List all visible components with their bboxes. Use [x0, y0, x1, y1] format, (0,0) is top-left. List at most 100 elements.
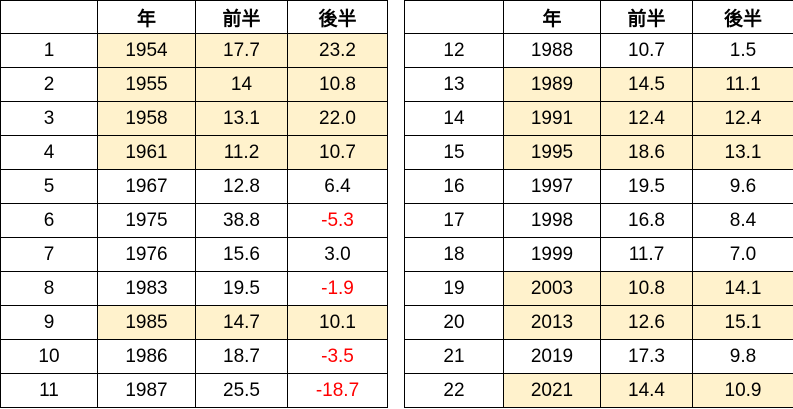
value-cell: 12.6: [600, 305, 693, 340]
value-cell: 19.5: [195, 271, 288, 306]
index-cell: 20: [404, 305, 504, 340]
table-row: 6 1975 38.8 -5.3: [0, 203, 388, 238]
value-cell: 11.7: [600, 237, 693, 272]
value-cell: 14.7: [195, 305, 288, 340]
table-row: 4 1961 11.2 10.7: [0, 135, 388, 170]
value-cell: 1988: [503, 33, 601, 68]
table-row: 12 1988 10.7 1.5: [404, 33, 793, 68]
header-cell: [0, 0, 98, 34]
value-cell: 16.8: [600, 203, 693, 238]
value-cell: 14: [195, 67, 288, 102]
index-cell: 8: [0, 271, 98, 306]
value-cell: 1967: [97, 169, 196, 204]
table-row: 13 1989 14.5 11.1: [404, 67, 793, 102]
index-cell: 13: [404, 67, 504, 102]
value-cell: 1989: [503, 67, 601, 102]
table-row: 9 1985 14.7 10.1: [0, 305, 388, 340]
table-row: 7 1976 15.6 3.0: [0, 237, 388, 272]
value-cell: -18.7: [287, 373, 388, 408]
table-row: 15 1995 18.6 13.1: [404, 135, 793, 170]
value-cell: -5.3: [287, 203, 388, 238]
table-row: 3 1958 13.1 22.0: [0, 101, 388, 136]
table-row: 16 1997 19.5 9.6: [404, 169, 793, 204]
value-cell: 14.1: [692, 271, 793, 306]
index-cell: 9: [0, 305, 98, 340]
table-row: 10 1986 18.7 -3.5: [0, 339, 388, 374]
value-cell: 14.5: [600, 67, 693, 102]
table-row: 19 2003 10.8 14.1: [404, 271, 793, 306]
value-cell: 1983: [97, 271, 196, 306]
index-cell: 10: [0, 339, 98, 374]
header-cell: 前半: [600, 0, 693, 34]
data-table: 年前半 後半 12 1988 10.7 1.5 13 1989 14.5 11.1 14 1991 12…: [404, 0, 793, 408]
index-cell: 2: [0, 67, 98, 102]
value-cell: 1976: [97, 237, 196, 272]
value-cell: 3.0: [287, 237, 388, 272]
data-table: 年前半 後半 1 1954 17.7 23.2 2 1955 14 10.8 3 1958 13.1 22…: [0, 0, 388, 408]
value-cell: 12.4: [600, 101, 693, 136]
table-row: 18 1999 11.7 7.0: [404, 237, 793, 272]
value-cell: 1986: [97, 339, 196, 374]
value-cell: 13.1: [692, 135, 793, 170]
value-cell: 2013: [503, 305, 601, 340]
table-row: 2 1955 14 10.8: [0, 67, 388, 102]
table-row: 11 1987 25.5 -18.7: [0, 373, 388, 408]
value-cell: -1.9: [287, 271, 388, 306]
index-cell: 3: [0, 101, 98, 136]
value-cell: 1999: [503, 237, 601, 272]
value-cell: 1991: [503, 101, 601, 136]
value-cell: 12.4: [692, 101, 793, 136]
value-cell: 2021: [503, 373, 601, 408]
header-cell: 後半: [692, 0, 793, 34]
value-cell: 10.1: [287, 305, 388, 340]
index-cell: 21: [404, 339, 504, 374]
value-cell: 25.5: [195, 373, 288, 408]
value-cell: 9.6: [692, 169, 793, 204]
value-cell: 23.2: [287, 33, 388, 68]
value-cell: 10.7: [287, 135, 388, 170]
value-cell: 15.1: [692, 305, 793, 340]
table-row: 21 2019 17.3 9.8: [404, 339, 793, 374]
index-cell: 18: [404, 237, 504, 272]
value-cell: 12.8: [195, 169, 288, 204]
value-cell: 7.0: [692, 237, 793, 272]
value-cell: 38.8: [195, 203, 288, 238]
value-cell: 2019: [503, 339, 601, 374]
value-cell: 10.8: [287, 67, 388, 102]
header-cell: 後半: [287, 0, 388, 34]
index-cell: 4: [0, 135, 98, 170]
table-row: 22 2021 14.4 10.9: [404, 373, 793, 408]
index-cell: 16: [404, 169, 504, 204]
value-cell: 22.0: [287, 101, 388, 136]
index-cell: 19: [404, 271, 504, 306]
table-row: 17 1998 16.8 8.4: [404, 203, 793, 238]
header-cell: [404, 0, 504, 34]
value-cell: 11.1: [692, 67, 793, 102]
value-cell: 1985: [97, 305, 196, 340]
header-cell: 年: [97, 0, 196, 34]
value-cell: 15.6: [195, 237, 288, 272]
value-cell: 17.3: [600, 339, 693, 374]
value-cell: 8.4: [692, 203, 793, 238]
value-cell: 1997: [503, 169, 601, 204]
value-cell: 10.7: [600, 33, 693, 68]
value-cell: 10.8: [600, 271, 693, 306]
index-cell: 5: [0, 169, 98, 204]
value-cell: 1995: [503, 135, 601, 170]
value-cell: 1954: [97, 33, 196, 68]
value-cell: 13.1: [195, 101, 288, 136]
index-cell: 15: [404, 135, 504, 170]
value-cell: 1955: [97, 67, 196, 102]
value-cell: 1987: [97, 373, 196, 408]
index-cell: 7: [0, 237, 98, 272]
table-row: 8 1983 19.5 -1.9: [0, 271, 388, 306]
index-cell: 11: [0, 373, 98, 408]
index-cell: 1: [0, 33, 98, 68]
value-cell: 18.7: [195, 339, 288, 374]
value-cell: 2003: [503, 271, 601, 306]
value-cell: 10.9: [692, 373, 793, 408]
value-cell: 17.7: [195, 33, 288, 68]
value-cell: 11.2: [195, 135, 288, 170]
table-row: 20 2013 12.6 15.1: [404, 305, 793, 340]
value-cell: 1998: [503, 203, 601, 238]
